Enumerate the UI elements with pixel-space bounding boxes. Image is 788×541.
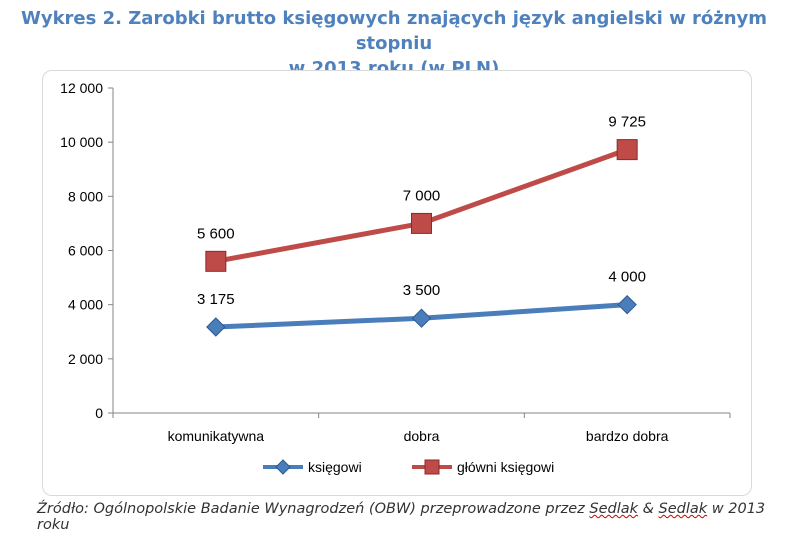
data-label: 9 725 [608,114,646,131]
x-tick-label: komunikatywna [168,428,265,444]
y-tick-label: 10 000 [60,134,103,150]
data-label: 7 000 [403,187,441,204]
source-sedlak-2: Sedlak [658,501,708,517]
x-tick-label: dobra [404,428,440,444]
y-tick-label: 12 000 [60,80,103,96]
legend-marker [275,459,291,475]
data-point [616,139,638,161]
x-tick-label: bardzo dobra [586,428,669,444]
data-point [205,250,227,272]
source-prefix: Źródło: Ogólnopolskie Badanie Wynagrodze… [37,501,590,517]
source-suffix: w 2013 roku [37,501,766,533]
y-tick-label: 8 000 [68,188,103,204]
data-label: 3 175 [197,291,235,308]
y-tick-label: 4 000 [68,297,103,313]
data-point [411,212,432,234]
source-amp: & [638,501,659,517]
y-tick-label: 6 000 [68,243,103,259]
data-point [411,308,432,328]
legend-marker [424,459,440,475]
series-line-2 [215,147,629,264]
data-label: 5 600 [197,225,235,242]
data-point [206,317,226,337]
data-point [617,294,637,315]
legend-label: główni księgowi [457,459,554,475]
chart-title-line1: Wykres 2. Zarobki brutto księgowych znaj… [21,8,767,54]
y-tick-label: 0 [95,405,103,421]
y-tick-label: 2 000 [68,351,103,367]
source-sedlak-1: Sedlak [589,501,638,517]
source-note: Źródło: Ogólnopolskie Badanie Wynagrodze… [37,501,788,533]
data-label: 4 000 [608,269,646,286]
data-label: 3 500 [403,282,441,299]
legend-label: księgowi [308,459,362,475]
